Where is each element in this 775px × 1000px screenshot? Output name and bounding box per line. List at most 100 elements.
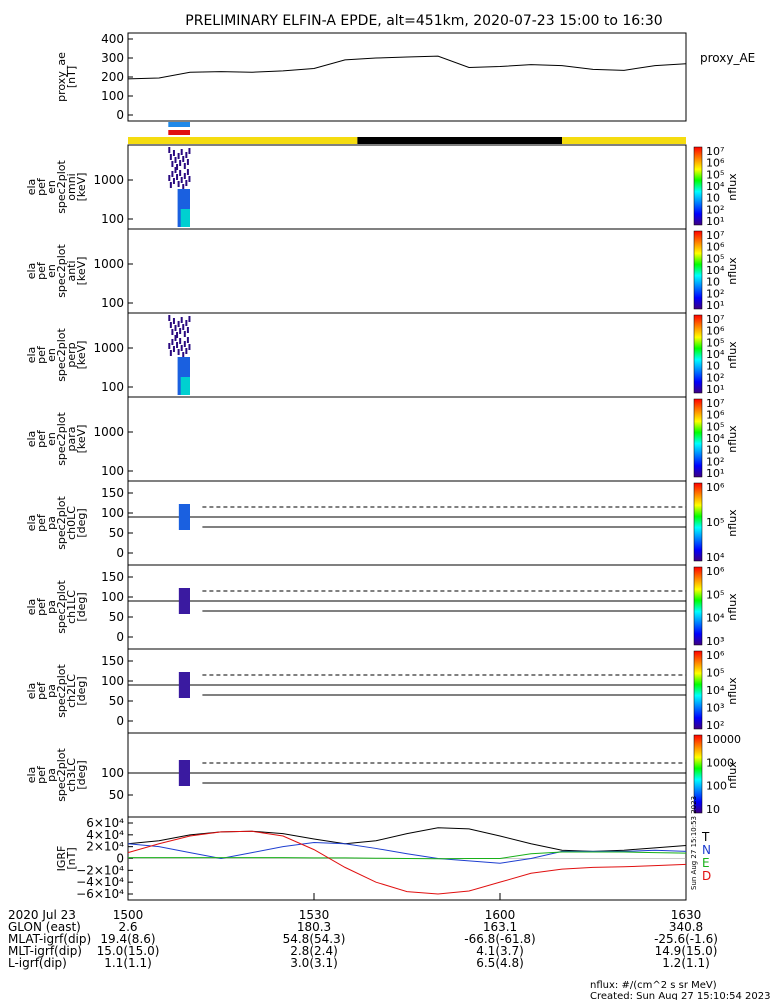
spectrogram-pixel (184, 173, 186, 179)
panel-ytick-label: 400 (101, 32, 124, 46)
footer-ephemeris: 2020 Jul 23 1500 1530 1600 1630GLON (east) 2.… (8, 908, 718, 970)
colorbar-label: nflux (726, 173, 739, 201)
x-axis (128, 893, 686, 900)
panel-ytick-label: 0 (116, 714, 124, 728)
colorbar (694, 147, 702, 225)
spectrogram-pixel (181, 177, 183, 183)
spectrogram-pixel (173, 318, 175, 324)
spectrogram-pixel (181, 149, 183, 155)
spectrogram-pixel (185, 348, 187, 354)
panel-ytick-label: 100 (101, 464, 124, 478)
spectrogram-pixel (188, 344, 190, 350)
spectrogram-pixel (185, 180, 187, 186)
spectrogram-pixel (181, 209, 190, 227)
spectrogram-pixel (184, 163, 186, 169)
colorbar-tick-label: 10⁶ (706, 649, 725, 662)
spectrogram-pixel (170, 182, 172, 188)
spectrogram-pixel (171, 329, 173, 335)
spectrogram-pixel (178, 349, 180, 355)
science-zone-red (168, 130, 190, 135)
colorbar (694, 483, 702, 561)
panel-ylabel-line: [keV] (75, 257, 88, 286)
panel-frame (128, 313, 686, 397)
spectrogram-pixel (173, 150, 175, 156)
spectrogram-pixel (182, 324, 184, 330)
panel-frame (128, 397, 686, 481)
colorbar-label: nflux (726, 509, 739, 537)
panel-ytick-label: 0 (116, 546, 124, 560)
panel-ytick-label: −6×10⁴ (76, 887, 124, 901)
panel-ylabel-line: [keV] (75, 341, 88, 370)
day-night-segment (128, 137, 357, 144)
panel-ytick-label: 1000 (93, 341, 124, 355)
panel-ytick-label: 100 (101, 380, 124, 394)
panel-ch2: elapefpaspec2plotch2LC[deg] 150 100 50 0 10⁶ 1… (25, 649, 739, 733)
panel-frame (128, 145, 686, 229)
colorbar-tick-label: 10¹ (706, 383, 724, 396)
igrf-legend-N: N (702, 843, 711, 857)
spectrogram-pixel (178, 321, 180, 327)
panel-perp: elapefenspec2plotperp[keV] 100010010⁷10⁶1… (25, 313, 739, 397)
spectrogram-pixel (168, 147, 170, 153)
panel-ytick-label: 150 (101, 570, 124, 584)
igrf-series-T (128, 828, 686, 852)
spectrogram-pixel (178, 153, 180, 159)
spectrogram-pixel (171, 171, 173, 177)
colorbar-label: nflux (726, 677, 739, 705)
panel-ytick-label: 100 (101, 89, 124, 103)
igrf-legend-E: E (702, 856, 710, 870)
panel-ytick-label: 150 (101, 486, 124, 500)
spectrogram-pixel (182, 156, 184, 162)
panel-ytick-label: 100 (101, 296, 124, 310)
day-night-segment (562, 137, 686, 144)
panel-ch1: elapefpaspec2plotch1LC[deg]15010050010⁶1… (25, 565, 739, 649)
panel-ytick-label: 100 (101, 674, 124, 688)
panel-ytick-label: 100 (101, 590, 124, 604)
panel-frame (128, 649, 686, 733)
spectrogram-pixel (179, 588, 190, 614)
spectrogram-pixel (181, 377, 190, 395)
spectrogram-pixel (185, 152, 187, 158)
footnote: nflux: #/(cm^2 s sr MeV) (590, 980, 717, 991)
panel-ylabel-line: [nT] (65, 66, 78, 88)
footer-row-label: L-igrf(dip) (8, 956, 67, 970)
spectrogram-pixel (171, 161, 173, 167)
colorbar (694, 315, 702, 393)
colorbar (694, 567, 702, 645)
panel-ylabel-line: [keV] (75, 173, 88, 202)
colorbar-tick-label: 10⁶ (706, 481, 725, 494)
panel-ch3: elapefpaspec2plotch3LC[deg] 1005010000100… (25, 733, 741, 817)
colorbar (694, 231, 702, 309)
panel-ytick-label: 50 (109, 788, 124, 802)
colorbar-tick-label: 10⁴ (706, 612, 725, 625)
spectrogram-pixel (187, 327, 189, 333)
panel-frame (128, 33, 686, 121)
colorbar (694, 399, 702, 477)
spectrogram-pixel (188, 176, 190, 182)
figure-title: PRELIMINARY ELFIN-A EPDE, alt=451km, 202… (185, 13, 662, 29)
panel-para: elapefenspec2plotpara[keV] 100010010⁷10⁶1… (25, 397, 739, 481)
spectrogram-pixel (188, 148, 190, 154)
panels: proxy_ae[nT]4003002001000proxy_AEelapefe… (25, 32, 755, 901)
spectrogram-pixel (184, 331, 186, 337)
colorbar-label: nflux (726, 761, 739, 789)
spectrogram-pixel (185, 320, 187, 326)
colorbar-label: nflux (726, 425, 739, 453)
spectrogram-pixel (179, 160, 181, 166)
spectrogram-pixel (175, 167, 177, 173)
panel-ytick-label: 50 (109, 694, 124, 708)
colorbar-tick-label: 10⁶ (706, 565, 725, 578)
panel-igrf: IGRF[nT] 6×10⁴4×10⁴2×10⁴0−2×10⁴−4×10⁴−6×1… (55, 816, 711, 901)
igrf-series-N (128, 843, 686, 864)
spectrogram-pixel (176, 342, 178, 348)
vertical-stamp: Sun Aug 27 15:10:53 2023 (690, 796, 698, 890)
spectrogram-pixel (170, 350, 172, 356)
spectrogram-pixel (179, 504, 190, 530)
panel-ylabel-line: [keV] (75, 425, 88, 454)
spectrogram-pixel (187, 337, 189, 343)
panel-ytick-label: 0 (116, 108, 124, 122)
colorbar (694, 651, 702, 729)
panel-ytick-label: 1000 (93, 425, 124, 439)
footer-row-value: 3.0(3.1) (290, 956, 338, 970)
colorbar-tick-label: 10⁵ (706, 667, 724, 680)
